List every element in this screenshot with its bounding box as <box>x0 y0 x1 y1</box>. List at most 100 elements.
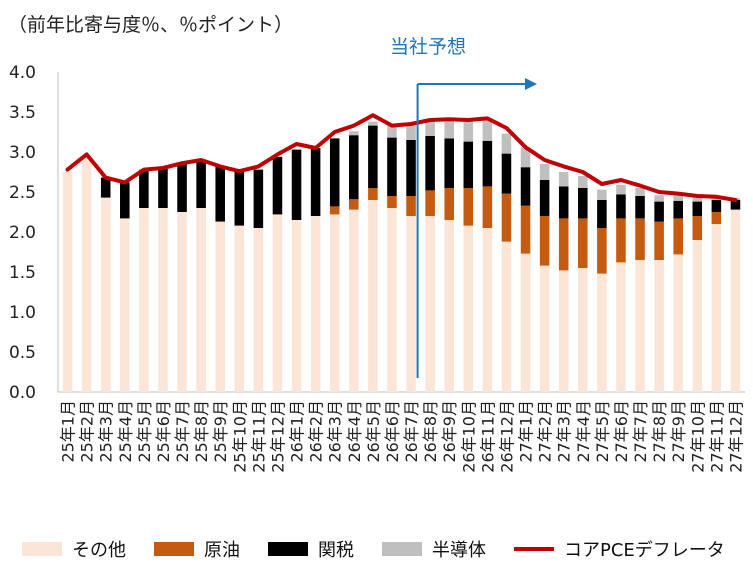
bar-segment <box>539 216 550 266</box>
bar-segment <box>425 136 435 191</box>
bar-segment <box>329 206 340 215</box>
bar-segment <box>234 172 245 226</box>
bar-segment <box>291 149 302 220</box>
bar-segment <box>81 156 92 392</box>
bar-segment <box>139 208 149 392</box>
legend-item-oil: 原油 <box>154 536 240 562</box>
legend-item-tariff: 関税 <box>268 536 354 562</box>
x-tick-label: 27年7月 <box>631 400 650 463</box>
bar-segment <box>616 194 626 219</box>
x-tick-label: 27年10月 <box>688 400 707 473</box>
x-tick-label: 27年2月 <box>536 400 555 463</box>
bar-segment <box>711 224 722 392</box>
bar-segment <box>482 140 493 187</box>
bar-segment <box>597 273 607 392</box>
legend-swatch-oil <box>154 542 194 556</box>
legend-item-core-pce: コアPCEデフレータ <box>514 536 725 562</box>
bar-segment <box>196 208 206 392</box>
bar-segment <box>597 189 607 200</box>
bar-segment <box>310 216 321 392</box>
bar-segment <box>158 208 168 392</box>
legend-item-semiconductor: 半導体 <box>382 536 486 562</box>
y-tick-label: 3.0 <box>9 143 36 163</box>
bar-segment <box>406 216 416 392</box>
bar-segment <box>539 180 550 216</box>
bar-segment <box>425 120 435 136</box>
x-tick-label: 25年3月 <box>97 400 116 463</box>
bar-segment <box>692 201 703 216</box>
bar-segment <box>234 225 245 392</box>
bar-segment <box>654 195 664 202</box>
bar-segment <box>578 188 588 219</box>
bar-segment <box>368 121 378 126</box>
bar-segment <box>387 125 397 138</box>
legend-swatch-tariff <box>268 542 308 556</box>
bar-segment <box>673 200 683 219</box>
bar-segment <box>463 141 474 188</box>
x-tick-label: 27年9月 <box>669 400 688 463</box>
x-tick-label: 26年11月 <box>478 400 497 473</box>
bar-segment <box>368 188 378 200</box>
bar-segment <box>520 205 531 254</box>
legend-swatch-other <box>22 542 62 556</box>
bar-segment <box>578 268 588 392</box>
bar-segment <box>730 209 741 392</box>
bar-segment <box>539 265 550 392</box>
legend-label-oil: 原油 <box>204 540 240 561</box>
x-tick-label: 25年12月 <box>268 400 287 473</box>
x-tick-label: 27年8月 <box>650 400 669 463</box>
bar-segment <box>215 165 225 222</box>
bar-segment <box>654 201 664 222</box>
unit-note: （前年比寄与度％、％ポイント） <box>8 14 294 36</box>
bar-segment <box>387 196 397 208</box>
bar-segment <box>387 137 397 196</box>
x-tick-label: 26年2月 <box>307 400 326 463</box>
bar-segment <box>501 133 512 154</box>
bar-segment <box>62 172 73 392</box>
bar-segment <box>578 218 588 268</box>
bar-segment <box>463 225 474 392</box>
bar-segment <box>616 262 626 392</box>
x-tick-label: 27年11月 <box>707 400 726 473</box>
x-tick-label: 25年11月 <box>249 400 268 473</box>
bar-segment <box>520 167 531 206</box>
bar-segment <box>329 214 340 392</box>
x-tick-label: 26年4月 <box>345 400 364 463</box>
bar-segment <box>463 188 474 226</box>
bar-segment <box>597 200 607 228</box>
bar-segment <box>692 240 703 392</box>
x-tick-label: 27年6月 <box>612 400 631 463</box>
x-tick-label: 25年10月 <box>230 400 249 473</box>
bar-segment <box>539 164 550 180</box>
bar-segment <box>349 209 359 392</box>
legend-swatch-core-pce <box>514 547 554 551</box>
bar-segment <box>482 228 493 392</box>
bar-segment <box>730 200 741 210</box>
x-tick-label: 25年8月 <box>192 400 211 463</box>
bar-segment <box>406 140 416 196</box>
bar-segment <box>501 153 512 194</box>
x-tick-label: 25年2月 <box>78 400 97 463</box>
bar-segment <box>406 124 416 140</box>
bar-segment <box>215 221 225 392</box>
bar-segment <box>272 156 283 215</box>
bar-segment <box>558 172 569 187</box>
bar-segment <box>463 121 474 142</box>
bar-segment <box>177 212 187 392</box>
x-tick-label: 25年1月 <box>59 400 78 463</box>
bar-segment <box>253 228 264 392</box>
x-tick-label: 26年12月 <box>497 400 516 473</box>
x-tick-label: 26年1月 <box>288 400 307 463</box>
bar-segment <box>673 195 683 201</box>
x-tick-label: 25年5月 <box>135 400 154 463</box>
bar-segment <box>253 169 264 228</box>
y-tick-label: 2.0 <box>9 223 36 243</box>
bar-segment <box>482 119 493 141</box>
bar-segment <box>558 218 569 271</box>
bar-segment <box>349 199 359 210</box>
bar-segment <box>406 196 416 216</box>
legend-label-tariff: 関税 <box>318 540 354 561</box>
y-tick-label: 3.5 <box>9 103 36 123</box>
bar-segment <box>139 169 149 208</box>
